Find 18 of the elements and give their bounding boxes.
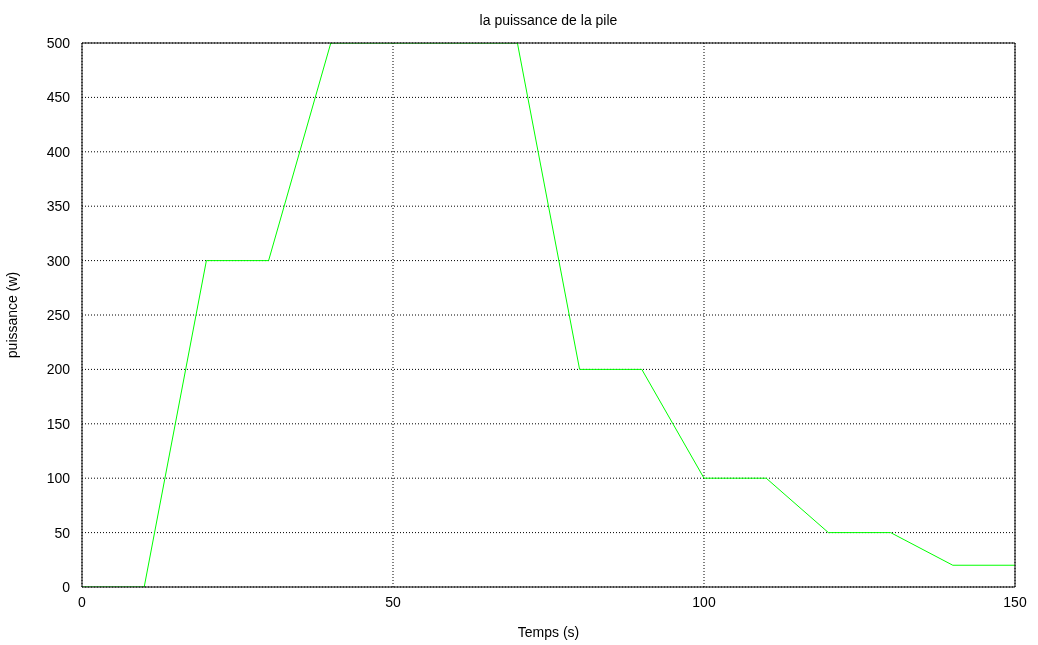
y-tick-label: 350 — [46, 198, 71, 215]
y-axis-title: puissance (w) — [3, 271, 20, 359]
x-tick-label: 0 — [78, 593, 87, 610]
y-tick-label: 150 — [46, 415, 71, 432]
y-tick-label: 450 — [46, 89, 71, 106]
y-tick-label: 0 — [62, 578, 71, 595]
x-tick-label: 50 — [385, 593, 401, 610]
y-tick-label: 100 — [46, 470, 71, 487]
x-tick-label: 150 — [1003, 593, 1027, 610]
chart-title: la puissance de la pile — [478, 12, 619, 28]
y-tick-label: 400 — [46, 143, 71, 160]
x-axis-title: Temps (s) — [517, 624, 580, 640]
y-tick-label: 250 — [46, 306, 71, 323]
y-tick-label: 300 — [46, 252, 71, 269]
x-tick-label: 100 — [692, 593, 716, 610]
y-tick-label: 500 — [46, 34, 71, 51]
y-tick-label: 50 — [54, 524, 71, 541]
y-tick-label: 200 — [46, 361, 71, 378]
